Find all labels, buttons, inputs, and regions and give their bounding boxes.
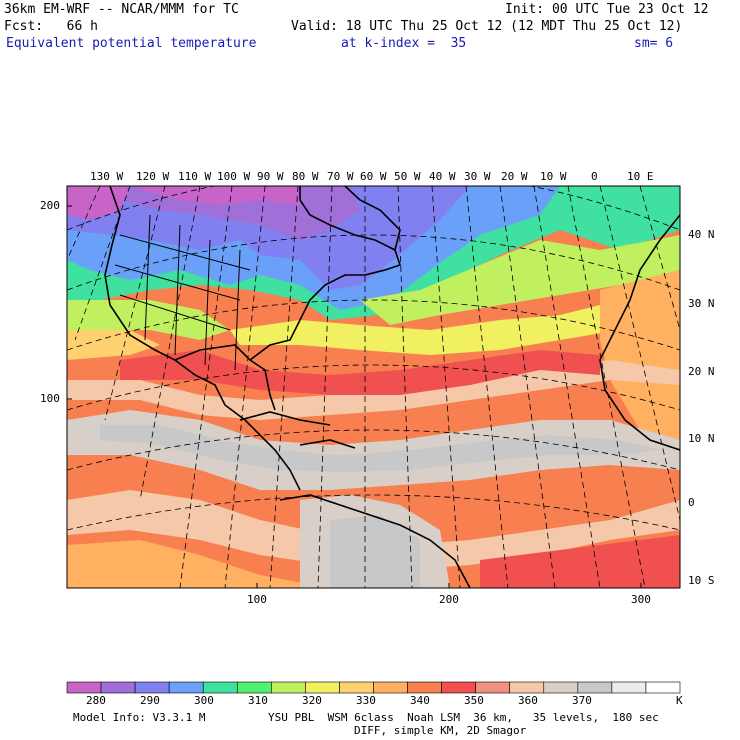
colorbar-swatch: [236, 681, 272, 694]
color-fill-field: [67, 186, 680, 588]
lon-label: 10 E: [627, 170, 654, 183]
colorbar-swatch: [509, 681, 545, 694]
colorbar-swatch: [271, 681, 306, 694]
smoothing-info: sm= 6: [634, 36, 674, 51]
lon-label: 70 W: [327, 170, 354, 183]
colorbar-unit: K: [676, 694, 683, 707]
diff-info: DIFF, simple KM, 2D Smagor: [354, 724, 527, 737]
level-info: at k-index = 35: [341, 36, 467, 51]
lat-label: 40 N: [688, 228, 715, 241]
x-tick-label: 200: [439, 593, 459, 606]
lon-label: 60 W: [360, 170, 387, 183]
y-tick-label: 200: [40, 199, 60, 212]
colorbar-label: 340: [410, 694, 430, 707]
lon-label: 100 W: [217, 170, 251, 183]
colorbar-swatch: [202, 681, 238, 694]
lat-label: 10 N: [688, 432, 715, 445]
colorbar-label: 370: [572, 694, 592, 707]
lon-label: 0: [591, 170, 598, 183]
lat-label: 30 N: [688, 297, 715, 310]
lon-label: 80 W: [292, 170, 319, 183]
map-frame: [66, 185, 681, 589]
x-tick-label: 300: [631, 593, 651, 606]
lon-label: 10 W: [540, 170, 567, 183]
forecast-hour: Fcst: 66 h: [4, 19, 98, 34]
model-title: 36km EM-WRF -- NCAR/MMM for TC: [4, 2, 239, 17]
model-info: Model Info: V3.3.1 M: [73, 711, 206, 724]
colorbar-label: 280: [86, 694, 106, 707]
lat-label: 10 S: [688, 574, 715, 587]
valid-time: Valid: 18 UTC Thu 25 Oct 12 (12 MDT Thu …: [291, 19, 683, 34]
coastlines: [104, 186, 680, 588]
colorbar-swatch: [66, 681, 102, 694]
colorbar-label: 290: [140, 694, 160, 707]
colorbar-label: 360: [518, 694, 538, 707]
colorbar-label: 330: [356, 694, 376, 707]
lon-label: 50 W: [394, 170, 421, 183]
lat-label: 20 N: [688, 365, 715, 378]
y-tick-label: 100: [40, 392, 60, 405]
colorbar-swatch: [475, 681, 511, 694]
lon-label: 30 W: [464, 170, 491, 183]
colorbar-swatch: [339, 681, 374, 694]
colorbar-swatch: [611, 681, 647, 694]
colorbar-swatch: [305, 681, 340, 694]
colorbar-swatch: [543, 681, 579, 694]
colorbar: [66, 681, 681, 694]
colorbar-swatch: [645, 681, 681, 694]
latlon-grid: [67, 186, 680, 588]
field-name: Equivalent potential temperature: [6, 36, 257, 51]
lon-label: 110 W: [178, 170, 212, 183]
physics-info: YSU PBL WSM 6class Noah LSM 36 km, 35 le…: [268, 711, 659, 724]
colorbar-swatch: [100, 681, 136, 694]
lon-label: 20 W: [501, 170, 528, 183]
colorbar-swatch: [407, 681, 442, 694]
colorbar-label: 320: [302, 694, 322, 707]
colorbar-swatch: [577, 681, 613, 694]
colorbar-swatch: [168, 681, 204, 694]
colorbar-label: 310: [248, 694, 268, 707]
lon-label: 130 W: [90, 170, 124, 183]
colorbar-label: 300: [194, 694, 214, 707]
init-time: Init: 00 UTC Tue 23 Oct 12: [505, 2, 709, 17]
colorbar-label: 350: [464, 694, 484, 707]
lat-label: 0: [688, 496, 695, 509]
lon-label: 40 W: [429, 170, 456, 183]
lon-label: 120 W: [136, 170, 170, 183]
lon-label: 90 W: [257, 170, 284, 183]
x-tick-label: 100: [247, 593, 267, 606]
colorbar-swatch: [134, 681, 170, 694]
colorbar-swatch: [441, 681, 476, 694]
colorbar-swatch: [373, 681, 408, 694]
